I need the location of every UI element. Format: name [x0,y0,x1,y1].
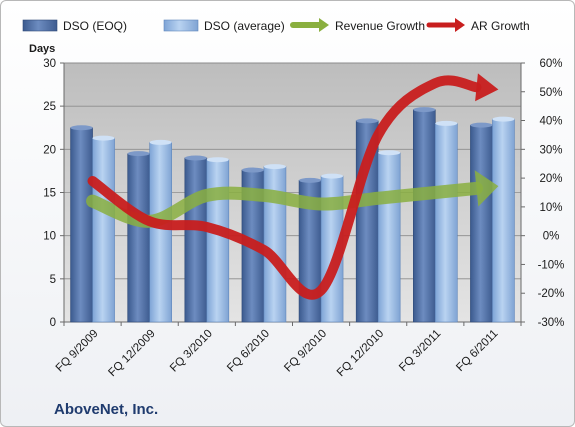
y2-tick-label: 0% [543,231,560,243]
bar [413,109,436,323]
bar [149,142,172,323]
x-tick-label: FQ 3/2010 [168,328,215,375]
y-tick-label: 0 [50,317,56,329]
series-line [87,75,482,300]
legend-swatch [22,19,58,32]
bar-top [299,177,322,183]
x-tick-label: FQ 9/2009 [54,328,101,375]
bar [377,152,401,323]
y2-tick-label: 40% [539,116,562,128]
y2-tick-label: 60% [539,58,562,70]
y2-tick-label: -30% [538,317,565,329]
y-tick-label: 30 [43,58,56,70]
bar [492,118,515,323]
bar-top [413,107,436,113]
legend-arrowhead [455,18,465,32]
x-tick-label: FQ 3/2011 [397,328,443,374]
legend-label: Revenue Growth [335,19,425,33]
y-tick-label: 15 [43,188,56,200]
y2-tick-label: -10% [538,259,565,271]
bar-top [321,173,344,179]
x-tick-label: FQ 12/2009 [106,328,157,379]
y2-tick-label: -20% [538,288,565,300]
series-arrowhead [474,170,499,207]
bar [127,153,150,323]
bar-top [492,116,515,122]
bar-top [378,150,401,156]
bar-top [127,151,150,157]
x-tick-label: FQ 12/2010 [335,328,386,379]
y-tick-label: 20 [43,144,56,156]
x-tick-label: FQ 6/2011 [454,328,500,374]
bar [70,127,93,323]
bar-top [70,125,93,131]
bar [470,124,493,323]
y2-tick-label: 30% [539,144,562,156]
legend-swatch [163,19,199,32]
bar-top [263,164,286,170]
y-tick-label: 25 [43,101,56,113]
bar-top [356,118,379,124]
legend-arrowhead [319,18,329,32]
bar [92,137,115,323]
bar [206,159,230,323]
y-axis-title: Days [29,43,55,55]
bar [435,123,458,323]
bar-top [149,139,172,145]
bar [184,157,208,323]
y2-tick-label: 10% [539,202,562,214]
bar-top [206,157,229,163]
series-arrowhead [475,73,499,102]
legend-label: DSO (EOQ) [63,19,127,33]
y-tick-label: 5 [50,274,56,286]
bar-top [241,167,264,173]
bar-top [184,155,207,161]
x-tick-label: FQ 9/2010 [282,328,329,375]
legend-label: DSO (average) [204,19,285,33]
bar-top [435,120,458,126]
bar-top [470,122,493,128]
company-name: AboveNet, Inc. [54,401,159,418]
y2-tick-label: 50% [539,87,562,99]
y-tick-label: 10 [43,231,56,243]
y2-tick-label: 20% [539,173,562,185]
bar-top [92,135,115,141]
legend-label: AR Growth [471,19,530,33]
x-tick-label: FQ 6/2010 [225,328,272,375]
